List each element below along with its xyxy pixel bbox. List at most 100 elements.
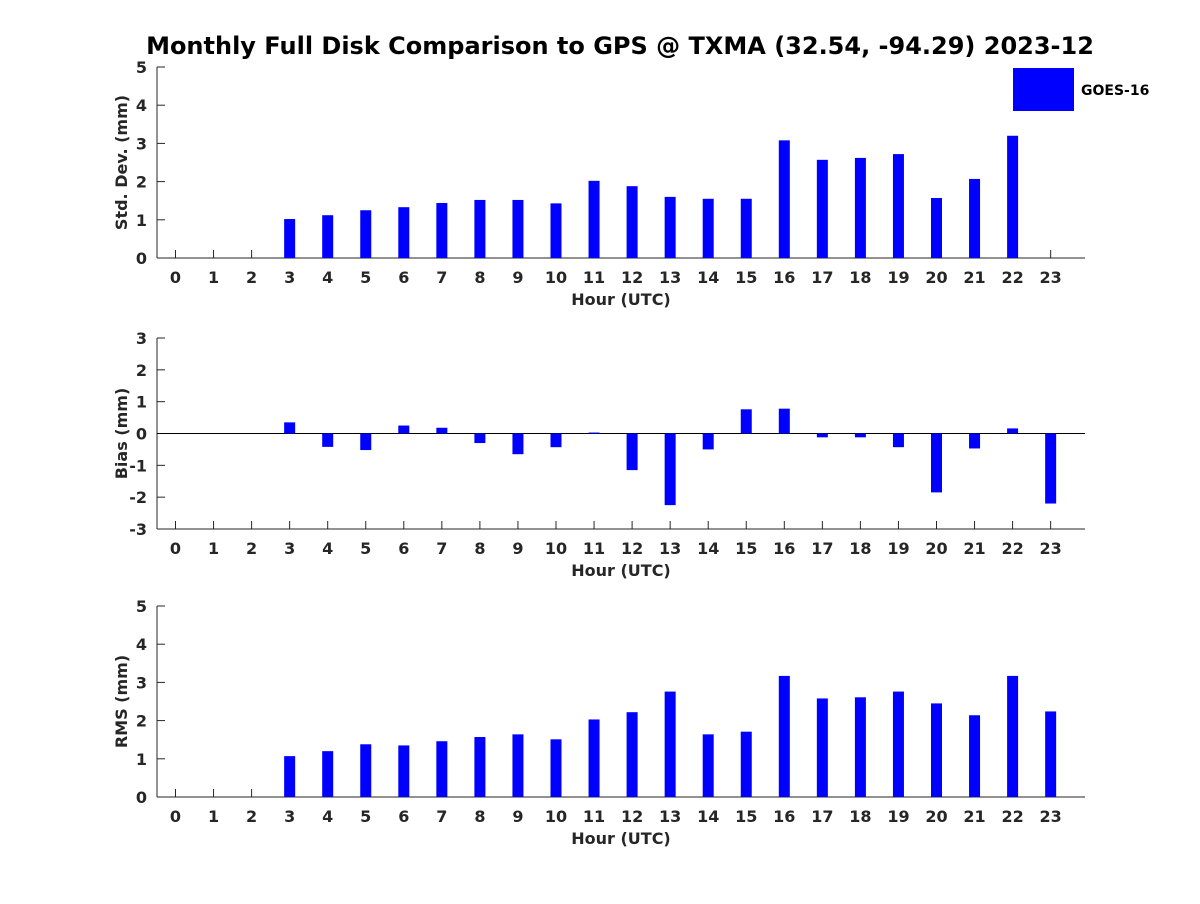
bar-hour-4 <box>322 215 334 258</box>
y-tick-label: 3 <box>136 329 147 348</box>
y-tick-label: 2 <box>136 361 147 380</box>
bar-hour-14 <box>702 734 714 797</box>
x-tick-label: 11 <box>583 807 605 826</box>
y-tick-label: 2 <box>136 712 147 731</box>
x-tick-label: 0 <box>170 268 181 287</box>
bar-hour-23 <box>1045 433 1057 504</box>
bar-hour-22 <box>1007 675 1019 797</box>
x-tick-label: 8 <box>474 268 485 287</box>
chart-title: Monthly Full Disk Comparison to GPS @ TX… <box>146 32 1094 60</box>
x-tick-label: 4 <box>322 807 333 826</box>
x-tick-label: 5 <box>360 807 371 826</box>
y-tick-label: -2 <box>129 488 147 507</box>
x-tick-label: 19 <box>887 268 909 287</box>
x-tick-label: 10 <box>545 539 567 558</box>
y-tick-label: -1 <box>129 456 147 475</box>
bar-hour-18 <box>854 697 866 797</box>
x-tick-label: 14 <box>697 539 719 558</box>
x-tick-label: 23 <box>1040 807 1062 826</box>
x-tick-label: 21 <box>963 807 985 826</box>
x-tick-label: 10 <box>545 268 567 287</box>
x-tick-label: 18 <box>849 268 871 287</box>
bar-hour-6 <box>398 425 410 434</box>
x-tick-label: 3 <box>284 539 295 558</box>
x-tick-label: 23 <box>1040 539 1062 558</box>
bar-hour-14 <box>702 433 714 450</box>
x-tick-label: 14 <box>697 807 719 826</box>
x-tick-label: 17 <box>811 268 833 287</box>
bar-hour-22 <box>1007 135 1019 258</box>
y-tick-label: 0 <box>136 425 147 444</box>
x-tick-label: 6 <box>398 539 409 558</box>
y-tick-label: 5 <box>136 597 147 616</box>
x-tick-label: 17 <box>811 807 833 826</box>
y-axis-label: Bias (mm) <box>112 388 131 480</box>
x-tick-label: 10 <box>545 807 567 826</box>
x-tick-label: 21 <box>963 539 985 558</box>
bar-hour-21 <box>969 433 981 449</box>
x-tick-label: 9 <box>512 807 523 826</box>
y-tick-label: 1 <box>136 211 147 230</box>
bar-hour-23 <box>1045 711 1057 797</box>
x-tick-label: 15 <box>735 539 757 558</box>
bar-hour-7 <box>436 741 448 797</box>
x-tick-label: 5 <box>360 539 371 558</box>
bar-hour-19 <box>892 433 904 448</box>
bar-hour-19 <box>892 154 904 258</box>
bar-hour-3 <box>284 756 296 797</box>
x-tick-label: 11 <box>583 268 605 287</box>
y-axis-label: Std. Dev. (mm) <box>112 95 131 230</box>
y-tick-label: 0 <box>136 788 147 807</box>
bar-hour-4 <box>322 433 334 447</box>
bar-hour-5 <box>360 210 372 258</box>
bar-hour-6 <box>398 207 410 258</box>
x-tick-label: 8 <box>474 807 485 826</box>
y-tick-label: -3 <box>129 520 147 539</box>
x-tick-label: 15 <box>735 807 757 826</box>
bar-hour-18 <box>854 433 866 438</box>
x-tick-label: 23 <box>1040 268 1062 287</box>
x-tick-label: 2 <box>246 539 257 558</box>
x-tick-label: 1 <box>208 539 219 558</box>
x-tick-label: 18 <box>849 807 871 826</box>
x-tick-label: 2 <box>246 807 257 826</box>
y-tick-label: 1 <box>136 750 147 769</box>
x-axis-label: Hour (UTC) <box>571 561 671 580</box>
bar-hour-8 <box>474 737 486 797</box>
bar-hour-8 <box>474 199 486 258</box>
bar-hour-12 <box>626 186 638 258</box>
x-tick-label: 6 <box>398 268 409 287</box>
y-axis-label: RMS (mm) <box>112 655 131 748</box>
bar-hour-16 <box>778 140 790 258</box>
bar-hour-21 <box>969 715 981 797</box>
y-tick-label: 3 <box>136 673 147 692</box>
bar-hour-18 <box>854 157 866 258</box>
bar-hour-5 <box>360 744 372 797</box>
x-tick-label: 2 <box>246 268 257 287</box>
legend-label: GOES-16 <box>1081 83 1149 99</box>
x-tick-label: 13 <box>659 807 681 826</box>
bar-hour-16 <box>778 675 790 797</box>
x-tick-label: 11 <box>583 539 605 558</box>
x-tick-label: 22 <box>1001 268 1023 287</box>
x-tick-label: 12 <box>621 807 643 826</box>
x-tick-label: 3 <box>284 268 295 287</box>
bar-hour-3 <box>284 219 296 258</box>
bar-hour-21 <box>969 178 981 258</box>
bar-hour-13 <box>664 691 676 797</box>
bar-hour-11 <box>588 180 600 258</box>
x-tick-label: 16 <box>773 268 795 287</box>
x-tick-label: 7 <box>436 807 447 826</box>
x-tick-label: 13 <box>659 539 681 558</box>
x-tick-label: 4 <box>322 539 333 558</box>
x-tick-label: 18 <box>849 539 871 558</box>
bar-hour-3 <box>284 422 296 434</box>
x-tick-label: 0 <box>170 539 181 558</box>
x-tick-label: 8 <box>474 539 485 558</box>
bar-hour-11 <box>588 432 600 434</box>
x-tick-label: 1 <box>208 268 219 287</box>
